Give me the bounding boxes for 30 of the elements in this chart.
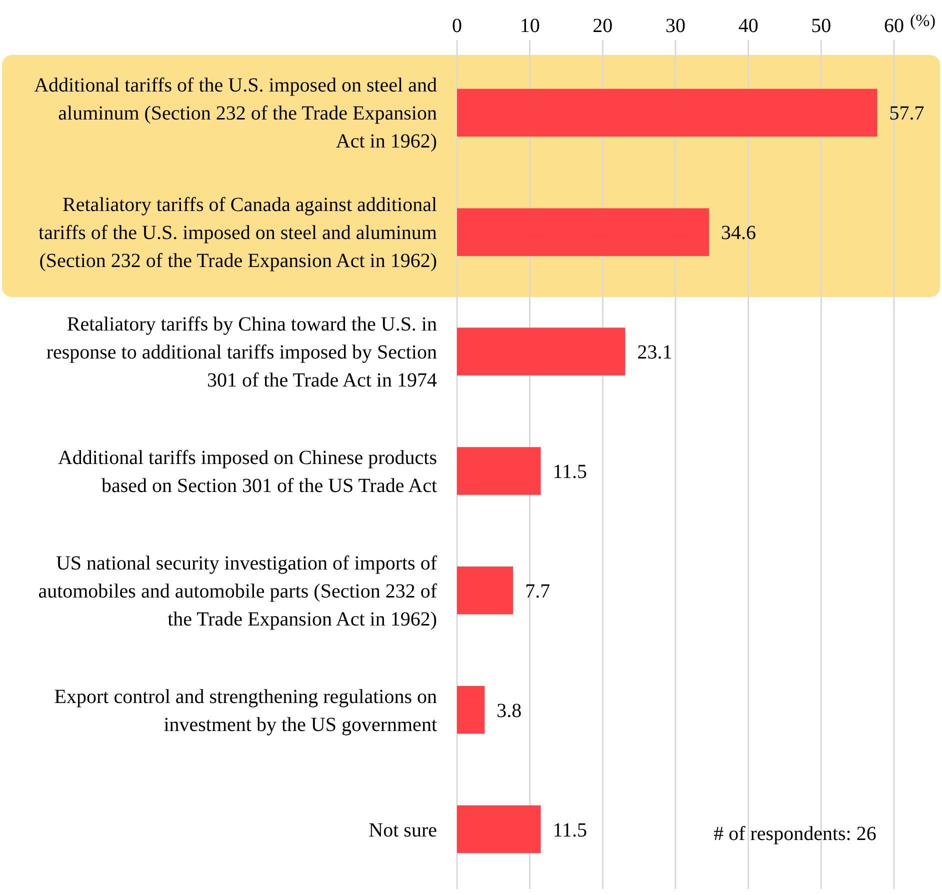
y-tick-label: Retaliatory tariffs by China toward the U.S. in response to additional tariffs imposed by Section 301 of the Trade Act in 1974 — [46, 314, 437, 392]
x-axis-title: (%) — [910, 11, 936, 30]
data-label: 34.6 — [721, 222, 756, 244]
data-label: 3.8 — [496, 700, 522, 722]
bar — [457, 566, 514, 614]
x-tick-label: 30 — [666, 15, 686, 37]
data-label: 11.5 — [552, 461, 588, 483]
data-label: 11.5 — [552, 819, 588, 842]
y-tick-label: US national security investigation of imports of automobiles and automobile parts (Section 232 of the Trade Expansion Act in 1962) — [38, 552, 438, 630]
x-tick-label: 50 — [811, 15, 832, 37]
bar — [457, 805, 541, 854]
x-tick-label: 20 — [592, 15, 613, 37]
x-tick-label: 0 — [452, 15, 462, 37]
data-label: 23.1 — [637, 342, 672, 364]
y-tick-label: Additional tariffs of the U.S. imposed on steel and aluminum (Section 232 of the Trade Expansion Act in 1962) — [34, 74, 437, 153]
data-label: 57.7 — [889, 102, 924, 125]
annotation: # of respondents: 26 — [714, 823, 876, 845]
bar — [457, 88, 878, 137]
data-label: 7.7 — [525, 580, 550, 602]
y-tick-label: Retaliatory tariffs of Canada against additional tariffs of the U.S. imposed on steel and aluminum (Section 232 of the Trade Expansion Act in 1962) — [38, 194, 438, 272]
x-tick-label: 60 — [884, 15, 904, 37]
y-tick-label: Export control and strengthening regulations on investment by the US government — [54, 686, 438, 736]
bar — [457, 686, 485, 734]
bar — [457, 328, 626, 376]
bar — [457, 208, 710, 256]
y-tick-label: Not sure — [368, 819, 438, 842]
y-tick-label: Additional tariffs imposed on Chinese products based on Section 301 of the US Trade Act — [58, 447, 438, 497]
x-tick-label: 40 — [738, 15, 758, 37]
x-tick-label: 10 — [520, 15, 540, 37]
bar — [457, 447, 541, 495]
